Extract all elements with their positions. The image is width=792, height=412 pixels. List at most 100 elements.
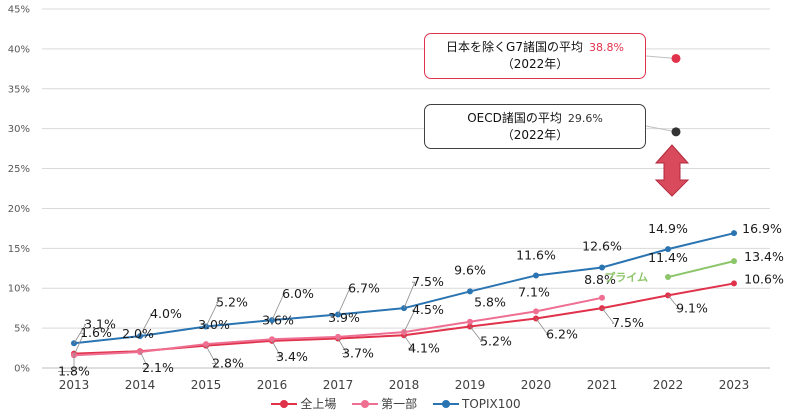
double-arrow-shape (654, 144, 690, 197)
label-leaders (58, 281, 680, 373)
series-lines (71, 230, 737, 359)
leader-line (601, 307, 615, 324)
legend-swatch (352, 399, 379, 409)
leader-line (337, 288, 351, 315)
g7-average-callout: 日本を除くG7諸国の平均 38.8% （2022年） (424, 33, 646, 79)
data-point (533, 272, 539, 279)
data-label: 12.6% (582, 238, 622, 253)
data-label: 3.6% (262, 312, 294, 327)
leader-line (403, 309, 416, 333)
data-label: 5.2% (216, 295, 248, 310)
oecd-average-year: （2022年） (501, 128, 569, 142)
data-label: 4.1% (408, 340, 440, 355)
leader-line (73, 323, 87, 344)
data-label: 7.5% (612, 315, 644, 330)
data-label: 16.9% (742, 221, 782, 236)
reference-point (671, 53, 681, 63)
data-label: 6.0% (282, 286, 314, 301)
legend-label: TOPIX100 (462, 396, 521, 411)
reference-points (645, 53, 681, 137)
x-tick-label: 2015 (191, 378, 222, 392)
x-tick-label: 2013 (59, 378, 90, 392)
legend-item-topix100: TOPIX100 (433, 397, 521, 411)
data-label: 14.9% (648, 221, 688, 236)
x-tick-label: 2016 (257, 378, 288, 392)
data-point (467, 318, 473, 325)
data-label: 4.0% (150, 306, 182, 321)
data-label: 3.9% (328, 310, 360, 325)
y-axis-ticks: 0% 5% 10% 15% 20% 25% 30% 35% 40% 45% (8, 5, 30, 375)
data-point (731, 280, 737, 287)
data-label: 13.4% (744, 249, 784, 264)
x-axis-ticks: 2013 2014 2015 2016 2017 2018 2019 2020 2021 2022… (59, 378, 750, 392)
oecd-average-value: 29.6% (567, 112, 603, 125)
leader-line (469, 326, 483, 342)
legend-label: 全上場 (300, 397, 337, 411)
data-label: 6.2% (546, 327, 578, 342)
data-label: 9.6% (454, 262, 486, 277)
x-tick-label: 2021 (587, 378, 618, 392)
data-label: 5.8% (474, 295, 506, 310)
data-label: 5.2% (480, 334, 512, 349)
reference-connector (645, 55, 677, 59)
gridlines (42, 8, 770, 369)
y-tick-label: 30% (8, 124, 30, 135)
leader-line (205, 302, 219, 327)
series-line-3 (667, 260, 735, 279)
x-tick-label: 2017 (323, 378, 354, 392)
data-label: 3.4% (276, 349, 308, 364)
data-label: 9.1% (676, 300, 708, 315)
leader-line (403, 281, 416, 309)
data-point (533, 308, 539, 315)
g7-average-value: 38.8% (588, 41, 624, 54)
oecd-average-title: OECD諸国の平均 (467, 111, 562, 125)
y-tick-label: 15% (8, 244, 30, 255)
x-tick-label: 2020 (521, 378, 552, 392)
x-tick-label: 2018 (389, 378, 420, 392)
y-tick-label: 45% (8, 5, 30, 16)
prime-series-label: プライム (604, 270, 648, 284)
y-tick-label: 10% (8, 284, 30, 295)
leader-line (337, 338, 348, 354)
data-labels: 1.8% 2.1% 2.8% 3.4% 3.7% 4.1% 5.2% 6.2% 7.5% 9.1%… (58, 221, 784, 379)
leader-line (403, 335, 414, 349)
data-label: 7.5% (412, 274, 444, 289)
data-point (731, 258, 737, 265)
leader-line (58, 353, 75, 373)
data-label: 10.6% (744, 271, 784, 286)
leader-line (667, 295, 680, 309)
data-point (731, 230, 737, 237)
data-label: 1.8% (58, 364, 90, 379)
y-tick-label: 40% (8, 44, 30, 55)
data-label: 2.0% (122, 326, 154, 341)
leader-line (205, 345, 217, 365)
legend-label: 第一部 (381, 397, 418, 411)
data-label: 3.7% (342, 345, 374, 360)
data-point (269, 336, 275, 343)
data-point (203, 341, 209, 348)
data-point (665, 246, 671, 253)
y-tick-label: 0% (14, 364, 30, 375)
chart-legend: 全上場 第一部 TOPIX100 (0, 395, 792, 412)
data-point (467, 288, 473, 295)
leader-line (535, 318, 549, 335)
data-label: 1.6% (80, 325, 112, 340)
x-tick-label: 2023 (719, 378, 750, 392)
y-tick-label: 20% (8, 204, 30, 215)
oecd-average-callout: OECD諸国の平均 29.6% （2022年） (424, 104, 646, 149)
double-arrow-icon (654, 144, 690, 197)
g7-average-year: （2022年） (501, 57, 569, 71)
reference-connector (645, 125, 677, 133)
y-tick-label: 25% (8, 164, 30, 175)
x-tick-label: 2019 (455, 378, 486, 392)
data-point (599, 264, 605, 271)
data-label: 2.1% (142, 360, 174, 375)
data-point (665, 274, 671, 281)
data-label: 2.8% (212, 356, 244, 371)
legend-item-all-listed: 全上場 (271, 395, 336, 412)
data-point (335, 333, 341, 340)
data-label: 3.0% (198, 317, 230, 332)
leader-line (271, 340, 282, 358)
data-label: 11.6% (516, 247, 556, 262)
